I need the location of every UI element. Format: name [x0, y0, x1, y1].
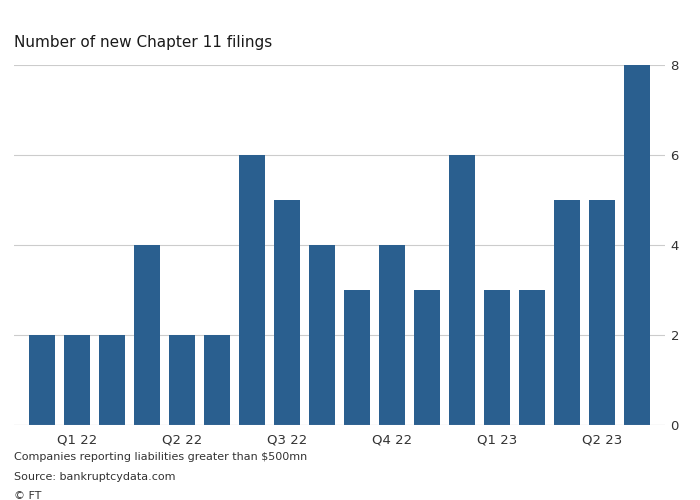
Bar: [99, 335, 125, 425]
Bar: [134, 245, 160, 425]
Bar: [449, 155, 475, 425]
Text: Companies reporting liabilities greater than $500mn: Companies reporting liabilities greater …: [14, 452, 307, 462]
Bar: [414, 290, 440, 425]
Bar: [379, 245, 405, 425]
Bar: [309, 245, 335, 425]
Bar: [64, 335, 90, 425]
Bar: [519, 290, 545, 425]
Text: Number of new Chapter 11 filings: Number of new Chapter 11 filings: [14, 35, 272, 50]
Bar: [239, 155, 265, 425]
Bar: [554, 200, 580, 425]
Bar: [624, 65, 650, 425]
Bar: [29, 335, 55, 425]
Bar: [484, 290, 510, 425]
Bar: [169, 335, 195, 425]
Bar: [344, 290, 370, 425]
Bar: [204, 335, 230, 425]
Bar: [274, 200, 300, 425]
Text: Source: bankruptcydata.com: Source: bankruptcydata.com: [14, 472, 176, 482]
Text: © FT: © FT: [14, 491, 41, 500]
Bar: [589, 200, 615, 425]
